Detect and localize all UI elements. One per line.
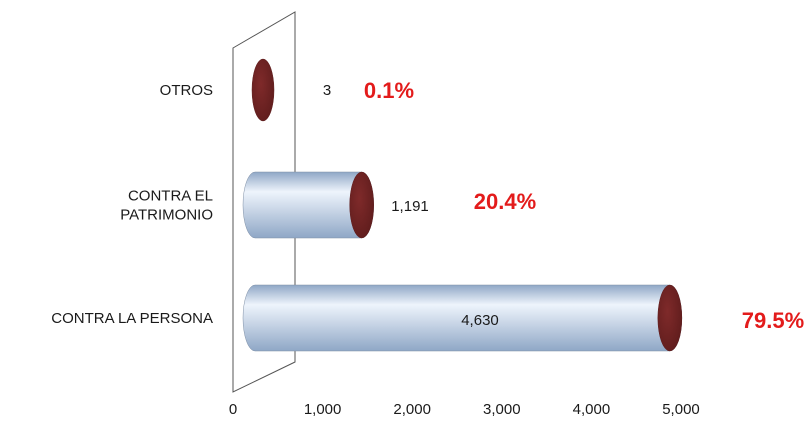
x-tick-label: 2,000 [393,401,431,418]
value-label: 3 [323,82,331,99]
percent-label: 0.1% [364,78,414,103]
category-label: CONTRA EL [128,188,213,205]
x-tick-label: 0 [229,401,237,418]
percent-label: 79.5% [742,308,804,333]
category-label: CONTRA LA PERSONA [51,310,213,327]
x-tick-label: 5,000 [662,401,700,418]
bars-group [242,58,683,352]
bar-cap [251,58,275,122]
bar-cap [657,284,683,352]
value-label: 4,630 [461,312,499,329]
x-tick-label: 3,000 [483,401,521,418]
percent-label: 20.4% [474,189,536,214]
category-label: OTROS [160,82,213,99]
labels-group: OTROS CONTRA EL PATRIMONIO CONTRA LA PERSON… [51,78,804,418]
back-wall [232,11,296,393]
axis-wall [232,11,296,393]
x-tick-label: 1,000 [304,401,342,418]
category-label: PATRIMONIO [120,207,213,224]
bar-cap [349,171,374,239]
x-tick-label: 4,000 [573,401,611,418]
value-label: 1,191 [391,198,429,215]
